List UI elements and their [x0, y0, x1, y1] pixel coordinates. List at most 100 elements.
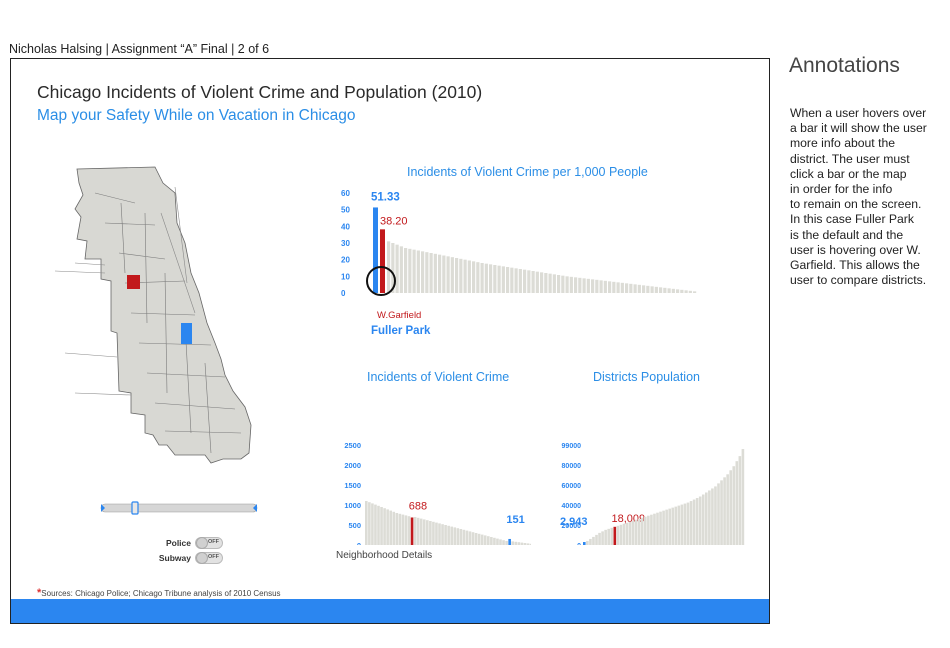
bar[interactable] — [629, 283, 633, 293]
bar[interactable] — [408, 248, 412, 293]
bar[interactable] — [637, 284, 641, 293]
bar[interactable] — [442, 255, 446, 294]
map-district-w-garfield[interactable] — [127, 275, 140, 289]
bar[interactable] — [523, 269, 527, 293]
bar[interactable] — [399, 246, 403, 293]
bar[interactable] — [680, 289, 684, 293]
bar-w-garfield[interactable] — [410, 517, 414, 545]
bar[interactable] — [723, 477, 726, 545]
bar[interactable] — [391, 243, 395, 293]
bar[interactable] — [654, 286, 658, 293]
chart-population[interactable]: 020000400006000080000990002,94318,009W. … — [531, 385, 761, 545]
bar[interactable] — [476, 262, 480, 293]
bar[interactable] — [586, 278, 590, 293]
subway-toggle[interactable]: OFF — [195, 552, 223, 564]
bar[interactable] — [603, 280, 607, 293]
bar[interactable] — [582, 278, 586, 293]
bar[interactable] — [506, 267, 510, 293]
bar[interactable] — [653, 513, 656, 545]
bar[interactable] — [595, 534, 598, 545]
bar[interactable] — [518, 269, 522, 293]
bar[interactable] — [531, 271, 535, 293]
chicago-map[interactable] — [35, 163, 297, 493]
bar[interactable] — [429, 253, 433, 293]
bar[interactable] — [477, 533, 481, 545]
bar[interactable] — [535, 271, 539, 293]
bar[interactable] — [480, 534, 484, 545]
bar[interactable] — [527, 270, 531, 293]
bar[interactable] — [368, 502, 371, 545]
bar[interactable] — [459, 529, 463, 545]
bar[interactable] — [401, 514, 405, 545]
bar[interactable] — [608, 281, 612, 293]
bar[interactable] — [511, 541, 514, 545]
bar[interactable] — [695, 498, 699, 545]
bar[interactable] — [738, 456, 742, 545]
bar[interactable] — [398, 513, 402, 545]
bar[interactable] — [526, 543, 530, 545]
bar[interactable] — [365, 501, 368, 545]
bar[interactable] — [689, 501, 693, 545]
bar[interactable] — [465, 530, 469, 545]
bar[interactable] — [501, 266, 505, 293]
bar[interactable] — [592, 536, 595, 545]
bar[interactable] — [663, 287, 667, 293]
chart-rate[interactable]: 0 10 20 30 40 50 60 51.33 38.20 W.Garfield Fuller … — [321, 183, 751, 343]
bar[interactable] — [480, 263, 484, 293]
bar[interactable] — [711, 488, 714, 545]
bar[interactable] — [659, 287, 663, 293]
bar[interactable] — [425, 252, 429, 293]
bar[interactable] — [647, 515, 650, 545]
bar-fuller-park[interactable] — [373, 207, 378, 293]
bar[interactable] — [523, 543, 527, 545]
bar[interactable] — [497, 265, 501, 293]
bar[interactable] — [552, 274, 556, 293]
bar[interactable] — [598, 532, 601, 545]
bar-w-garfield[interactable] — [380, 229, 385, 293]
bar[interactable] — [438, 523, 441, 545]
bar[interactable] — [720, 480, 723, 545]
bar[interactable] — [426, 520, 429, 545]
bar[interactable] — [616, 525, 620, 545]
bar[interactable] — [620, 282, 624, 293]
bar[interactable] — [544, 273, 548, 293]
bar[interactable] — [383, 508, 386, 545]
bar[interactable] — [644, 516, 647, 545]
bar[interactable] — [650, 514, 653, 545]
bar[interactable] — [432, 521, 435, 545]
bar[interactable] — [680, 504, 684, 545]
bar[interactable] — [625, 522, 629, 545]
bar[interactable] — [450, 526, 453, 545]
bar[interactable] — [633, 284, 637, 293]
bar[interactable] — [474, 533, 478, 545]
bar[interactable] — [422, 519, 426, 545]
time-slider[interactable] — [99, 500, 259, 516]
bar[interactable] — [665, 509, 668, 545]
bar[interactable] — [683, 503, 687, 545]
bar[interactable] — [631, 520, 635, 545]
bar[interactable] — [599, 280, 603, 293]
bar[interactable] — [619, 524, 623, 545]
bar[interactable] — [453, 527, 457, 545]
bar[interactable] — [392, 511, 396, 545]
bar[interactable] — [514, 541, 518, 545]
bar[interactable] — [433, 253, 437, 293]
bar[interactable] — [529, 543, 531, 545]
bar[interactable] — [456, 528, 460, 545]
bar[interactable] — [668, 508, 671, 545]
bar[interactable] — [616, 282, 620, 293]
bar[interactable] — [496, 538, 499, 545]
bar[interactable] — [540, 272, 544, 293]
bar[interactable] — [395, 513, 399, 545]
bar[interactable] — [490, 537, 493, 545]
bar[interactable] — [732, 466, 736, 545]
bar[interactable] — [514, 268, 518, 293]
bar[interactable] — [450, 257, 454, 293]
chart-incidents[interactable]: 05001000150020002500688151W. GarfieldFul… — [321, 385, 531, 545]
bar[interactable] — [459, 258, 463, 293]
bar[interactable] — [693, 291, 697, 293]
bar[interactable] — [604, 529, 607, 545]
bar[interactable] — [387, 241, 391, 293]
bar[interactable] — [517, 542, 521, 545]
bar[interactable] — [447, 525, 450, 545]
